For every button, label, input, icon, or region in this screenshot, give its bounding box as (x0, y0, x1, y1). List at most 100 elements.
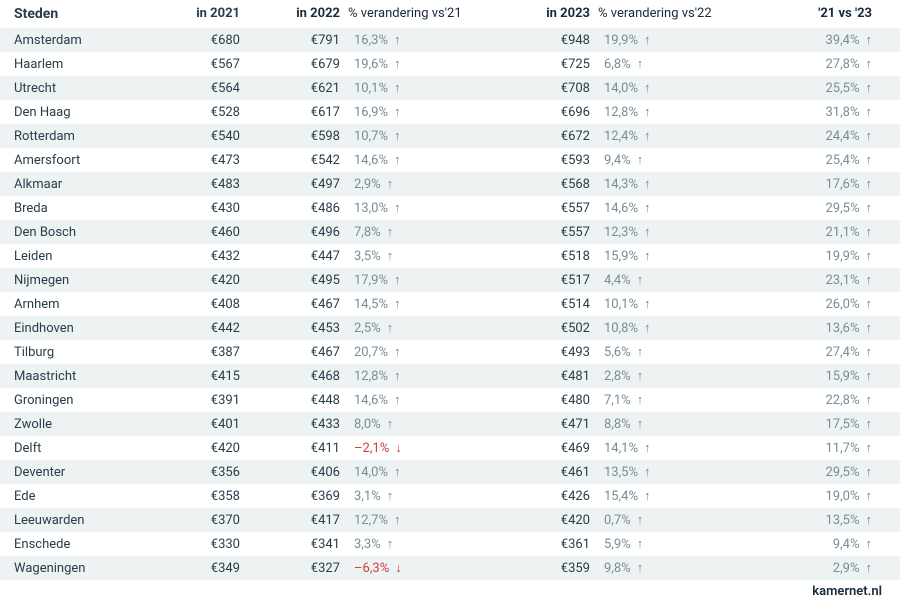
cell-city: Zwolle (0, 417, 150, 432)
cell-change-21: 19,6%↑ (340, 56, 510, 72)
cell-21v23: 29,5%↑ (760, 464, 890, 480)
cell-21v23: 27,8%↑ (760, 56, 890, 72)
table-row: Arnhem€408€46714,5%↑€51410,1%↑26,0%↑ (0, 292, 900, 316)
cell-change-21: 2,9%↑ (340, 176, 510, 192)
cell-change-22: 9,4%↑ (590, 152, 760, 168)
cell-2023: €672 (510, 129, 590, 144)
cell-city: Nijmegen (0, 273, 150, 288)
cell-2021: €473 (150, 153, 260, 168)
cell-21v23: 17,5%↑ (760, 416, 890, 432)
cell-2022: €497 (260, 177, 340, 192)
cell-change-22: 4,4%↑ (590, 272, 760, 288)
table-row: Nijmegen€420€49517,9%↑€5174,4%↑23,1%↑ (0, 268, 900, 292)
cell-city: Eindhoven (0, 321, 150, 336)
cell-city: Wageningen (0, 561, 150, 576)
cell-change-22: 0,7%↑ (590, 512, 760, 528)
cell-2022: €468 (260, 369, 340, 384)
cell-2023: €471 (510, 417, 590, 432)
cell-2022: €791 (260, 33, 340, 48)
cell-change-21: 12,7%↑ (340, 512, 510, 528)
cell-2022: €447 (260, 249, 340, 264)
cell-change-22: 14,1%↑ (590, 440, 760, 456)
table-row: Zwolle€401€4338,0%↑€4718,8%↑17,5%↑ (0, 412, 900, 436)
cell-2022: €433 (260, 417, 340, 432)
cell-2021: €358 (150, 489, 260, 504)
table-row: Deventer€356€40614,0%↑€46113,5%↑29,5%↑ (0, 460, 900, 484)
cell-change-21: 14,5%↑ (340, 296, 510, 312)
table-row: Maastricht€415€46812,8%↑€4812,8%↑15,9%↑ (0, 364, 900, 388)
cell-city: Den Haag (0, 105, 150, 120)
cell-21v23: 29,5%↑ (760, 200, 890, 216)
cell-21v23: 23,1%↑ (760, 272, 890, 288)
cell-2023: €593 (510, 153, 590, 168)
cell-2021: €420 (150, 273, 260, 288)
cell-2021: €349 (150, 561, 260, 576)
cell-change-22: 15,9%↑ (590, 248, 760, 264)
cell-2023: €359 (510, 561, 590, 576)
cell-2023: €480 (510, 393, 590, 408)
cell-2022: €495 (260, 273, 340, 288)
cell-2022: €467 (260, 297, 340, 312)
cell-2021: €528 (150, 105, 260, 120)
cell-21v23: 15,9%↑ (760, 368, 890, 384)
cell-21v23: 27,4%↑ (760, 344, 890, 360)
cell-21v23: 13,5%↑ (760, 512, 890, 528)
table-row: Haarlem€567€67919,6%↑€7256,8%↑27,8%↑ (0, 52, 900, 76)
cell-change-21: 16,3%↑ (340, 32, 510, 48)
table-row: Amersfoort€473€54214,6%↑€5939,4%↑25,4%↑ (0, 148, 900, 172)
cell-change-21: 20,7%↑ (340, 344, 510, 360)
header-change-21: % verandering vs'21 (340, 6, 510, 22)
cell-change-22: 15,4%↑ (590, 488, 760, 504)
cell-2021: €408 (150, 297, 260, 312)
cell-2023: €420 (510, 513, 590, 528)
cell-2021: €420 (150, 441, 260, 456)
cell-21v23: 39,4%↑ (760, 32, 890, 48)
cell-change-21: 7,8%↑ (340, 224, 510, 240)
cell-2021: €460 (150, 225, 260, 240)
cell-21v23: 9,4%↑ (760, 536, 890, 552)
cell-2021: €415 (150, 369, 260, 384)
cell-2021: €430 (150, 201, 260, 216)
cell-21v23: 2,9%↑ (760, 560, 890, 576)
cell-change-22: 8,8%↑ (590, 416, 760, 432)
cell-change-22: 14,3%↑ (590, 176, 760, 192)
header-2021: in 2021 (150, 6, 260, 22)
cell-city: Arnhem (0, 297, 150, 312)
cell-2023: €708 (510, 81, 590, 96)
cell-2021: €356 (150, 465, 260, 480)
table-row: Wageningen€349€327–6,3%↓€3599,8%↑2,9%↑ (0, 556, 900, 580)
cell-2023: €426 (510, 489, 590, 504)
table-row: Ede€358€3693,1%↑€42615,4%↑19,0%↑ (0, 484, 900, 508)
table-body: Amsterdam€680€79116,3%↑€94819,9%↑39,4%↑H… (0, 28, 900, 580)
cell-2023: €493 (510, 345, 590, 360)
cell-2021: €401 (150, 417, 260, 432)
cell-2021: €330 (150, 537, 260, 552)
cell-2023: €557 (510, 225, 590, 240)
cell-city: Alkmaar (0, 177, 150, 192)
cell-2021: €391 (150, 393, 260, 408)
cell-2023: €361 (510, 537, 590, 552)
cell-2022: €467 (260, 345, 340, 360)
table-row: Enschede€330€3413,3%↑€3615,9%↑9,4%↑ (0, 532, 900, 556)
cell-change-21: 10,7%↑ (340, 128, 510, 144)
cell-2023: €568 (510, 177, 590, 192)
cell-2022: €598 (260, 129, 340, 144)
cell-2022: €327 (260, 561, 340, 576)
table-row: Rotterdam€540€59810,7%↑€67212,4%↑24,4%↑ (0, 124, 900, 148)
cell-change-22: 6,8%↑ (590, 56, 760, 72)
cell-change-22: 14,0%↑ (590, 80, 760, 96)
cell-2022: €406 (260, 465, 340, 480)
cell-change-22: 12,3%↑ (590, 224, 760, 240)
cell-2023: €948 (510, 33, 590, 48)
cell-city: Maastricht (0, 369, 150, 384)
cell-change-21: 10,1%↑ (340, 80, 510, 96)
cell-2021: €370 (150, 513, 260, 528)
cell-city: Enschede (0, 537, 150, 552)
cell-change-22: 13,5%↑ (590, 464, 760, 480)
cell-change-22: 9,8%↑ (590, 560, 760, 576)
cell-2022: €417 (260, 513, 340, 528)
cell-change-21: –2,1%↓ (340, 440, 510, 456)
cell-2022: €679 (260, 57, 340, 72)
cell-21v23: 19,9%↑ (760, 248, 890, 264)
cell-2021: €540 (150, 129, 260, 144)
